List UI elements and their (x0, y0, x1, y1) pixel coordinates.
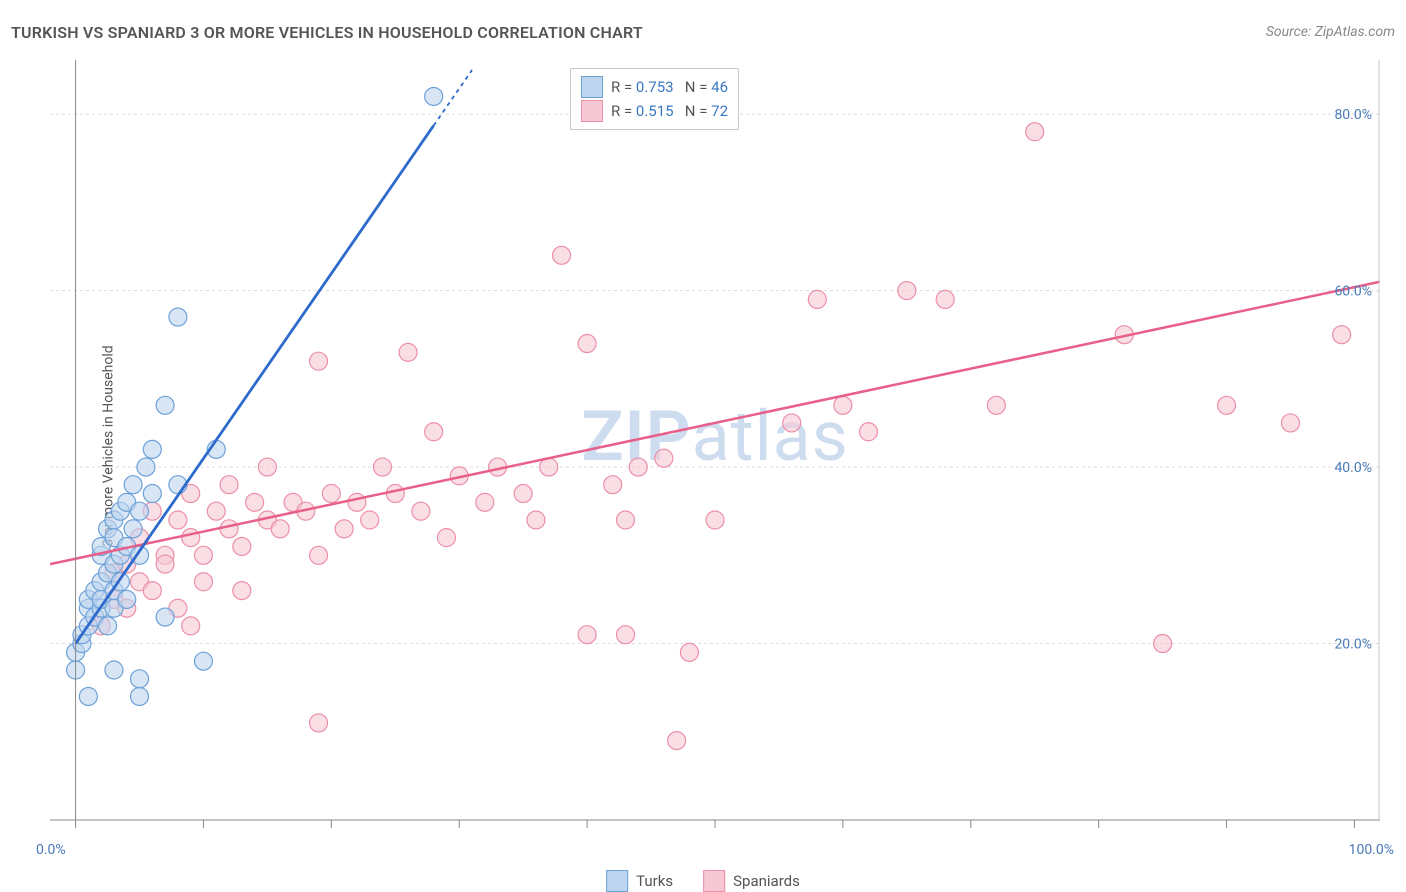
stats-legend: R = 0.753 N = 46R = 0.515 N = 72 (570, 68, 739, 130)
svg-text:40.0%: 40.0% (1334, 460, 1372, 476)
plot-area: ZIPatlas 20.0% 40.0% 60.0% 80.0% R = 0.753 … (50, 60, 1380, 830)
stats-legend-row: R = 0.753 N = 46 (581, 75, 728, 99)
svg-text:80.0%: 80.0% (1334, 107, 1372, 123)
legend-item: Turks (606, 870, 673, 892)
source-label: Source: ZipAtlas.com (1266, 24, 1395, 40)
legend-swatch (581, 76, 603, 98)
legend-swatch (703, 870, 725, 892)
legend-label: Turks (636, 872, 673, 890)
legend-label: Spaniards (733, 872, 800, 890)
chart-svg: ZIPatlas 20.0% 40.0% 60.0% 80.0% (50, 60, 1380, 830)
legend-swatch (606, 870, 628, 892)
svg-text:60.0%: 60.0% (1334, 284, 1372, 300)
chart-title: TURKISH VS SPANIARD 3 OR MORE VEHICLES I… (11, 23, 643, 42)
x-tick-label-max: 100.0% (1349, 842, 1394, 858)
series-legend: Turks Spaniards (606, 870, 800, 892)
stats-legend-row: R = 0.515 N = 72 (581, 99, 728, 123)
legend-swatch (581, 100, 603, 122)
legend-item: Spaniards (703, 870, 800, 892)
watermark: ZIPatlas (581, 396, 849, 478)
x-tick-label-min: 0.0% (36, 842, 66, 858)
svg-text:20.0%: 20.0% (1334, 637, 1372, 653)
